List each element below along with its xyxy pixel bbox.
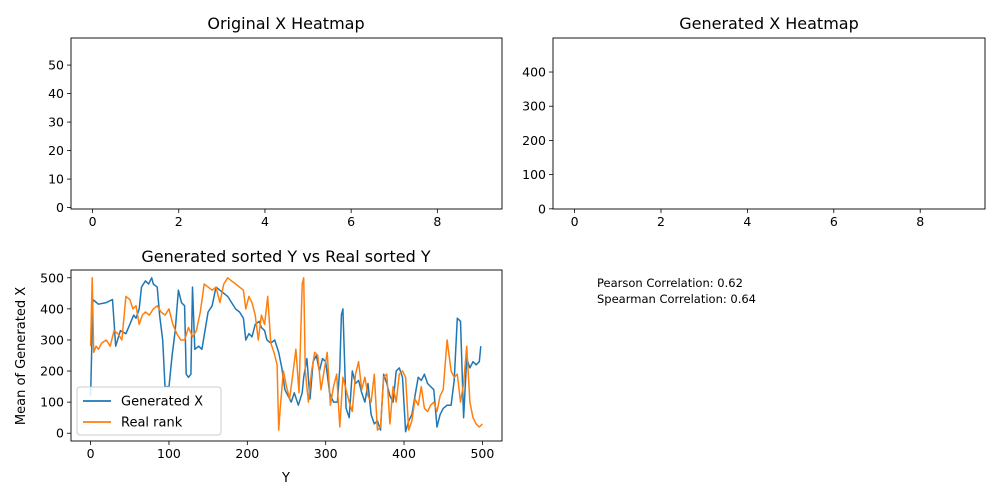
- heatmap-generated-title: Generated X Heatmap: [679, 14, 859, 33]
- x-tick-label: 100: [157, 446, 181, 461]
- y-tick-label: 20: [48, 143, 64, 158]
- y-tick-label: 400: [40, 301, 64, 316]
- heatmap-generated-ticks: 0 2 4 6 8 0 100 200 300 400: [522, 65, 924, 229]
- heatmap-original-title: Original X Heatmap: [207, 14, 364, 33]
- series-line-generated-x: [89, 277, 482, 433]
- y-tick-label: 100: [522, 167, 546, 182]
- y-tick-label: 10: [48, 172, 64, 187]
- y-tick-label: 100: [40, 395, 64, 410]
- legend-label: Real rank: [121, 416, 183, 431]
- y-tick-label: 500: [40, 270, 64, 285]
- line-chart: Generated sorted Y vs Real sorted Y 0 100…: [14, 247, 503, 486]
- line-chart-ylabel: Mean of Generated X: [14, 287, 29, 425]
- line-chart-ticks: 0 100 200 300 400 500 0 100 200 300 400 500: [40, 270, 494, 461]
- line-chart-xlabel: Y: [281, 471, 290, 486]
- y-tick-label: 400: [522, 65, 546, 80]
- y-tick-label: 0: [56, 426, 64, 441]
- x-tick-label: 8: [916, 214, 924, 229]
- legend-label: Generated X: [121, 395, 203, 410]
- x-tick-label: 400: [392, 446, 416, 461]
- line-chart-legend: Generated X Real rank: [76, 386, 222, 436]
- pearson-correlation-text: Pearson Correlation: 0.62: [597, 276, 743, 290]
- x-tick-label: 4: [743, 214, 751, 229]
- x-tick-label: 0: [89, 214, 97, 229]
- x-tick-label: 2: [657, 214, 665, 229]
- y-tick-label: 300: [40, 332, 64, 347]
- x-tick-label: 0: [87, 446, 95, 461]
- y-tick-label: 30: [48, 115, 64, 130]
- x-tick-label: 6: [347, 214, 355, 229]
- line-chart-title: Generated sorted Y vs Real sorted Y: [141, 247, 430, 266]
- y-tick-label: 200: [522, 133, 546, 148]
- x-tick-label: 500: [470, 446, 494, 461]
- heatmap-generated-frame: [552, 37, 986, 210]
- x-tick-label: 8: [433, 214, 441, 229]
- line-chart-frame: [70, 269, 503, 442]
- y-tick-label: 300: [522, 99, 546, 114]
- y-tick-label: 50: [48, 58, 64, 73]
- x-tick-label: 4: [261, 214, 269, 229]
- x-tick-label: 200: [235, 446, 259, 461]
- spearman-correlation-text: Spearman Correlation: 0.64: [597, 292, 756, 306]
- series-line-real-rank: [89, 277, 483, 431]
- heatmap-original: Original X Heatmap 0 2 4 6 8 0 10 20 30 40 50: [48, 14, 503, 229]
- y-tick-label: 0: [56, 200, 64, 215]
- x-tick-label: 2: [175, 214, 183, 229]
- x-tick-label: 300: [314, 446, 338, 461]
- line-chart-series: [89, 277, 483, 433]
- x-tick-label: 0: [571, 214, 579, 229]
- x-tick-label: 6: [830, 214, 838, 229]
- legend-box: [76, 386, 222, 436]
- heatmap-original-ticks: 0 2 4 6 8 0 10 20 30 40 50: [48, 58, 441, 229]
- y-tick-label: 40: [48, 86, 64, 101]
- heatmap-generated: Generated X Heatmap 0 2 4 6 8 0 100 200 300 400: [522, 14, 986, 229]
- y-tick-label: 0: [538, 201, 546, 216]
- y-tick-label: 200: [40, 364, 64, 379]
- heatmap-original-frame: [70, 37, 503, 210]
